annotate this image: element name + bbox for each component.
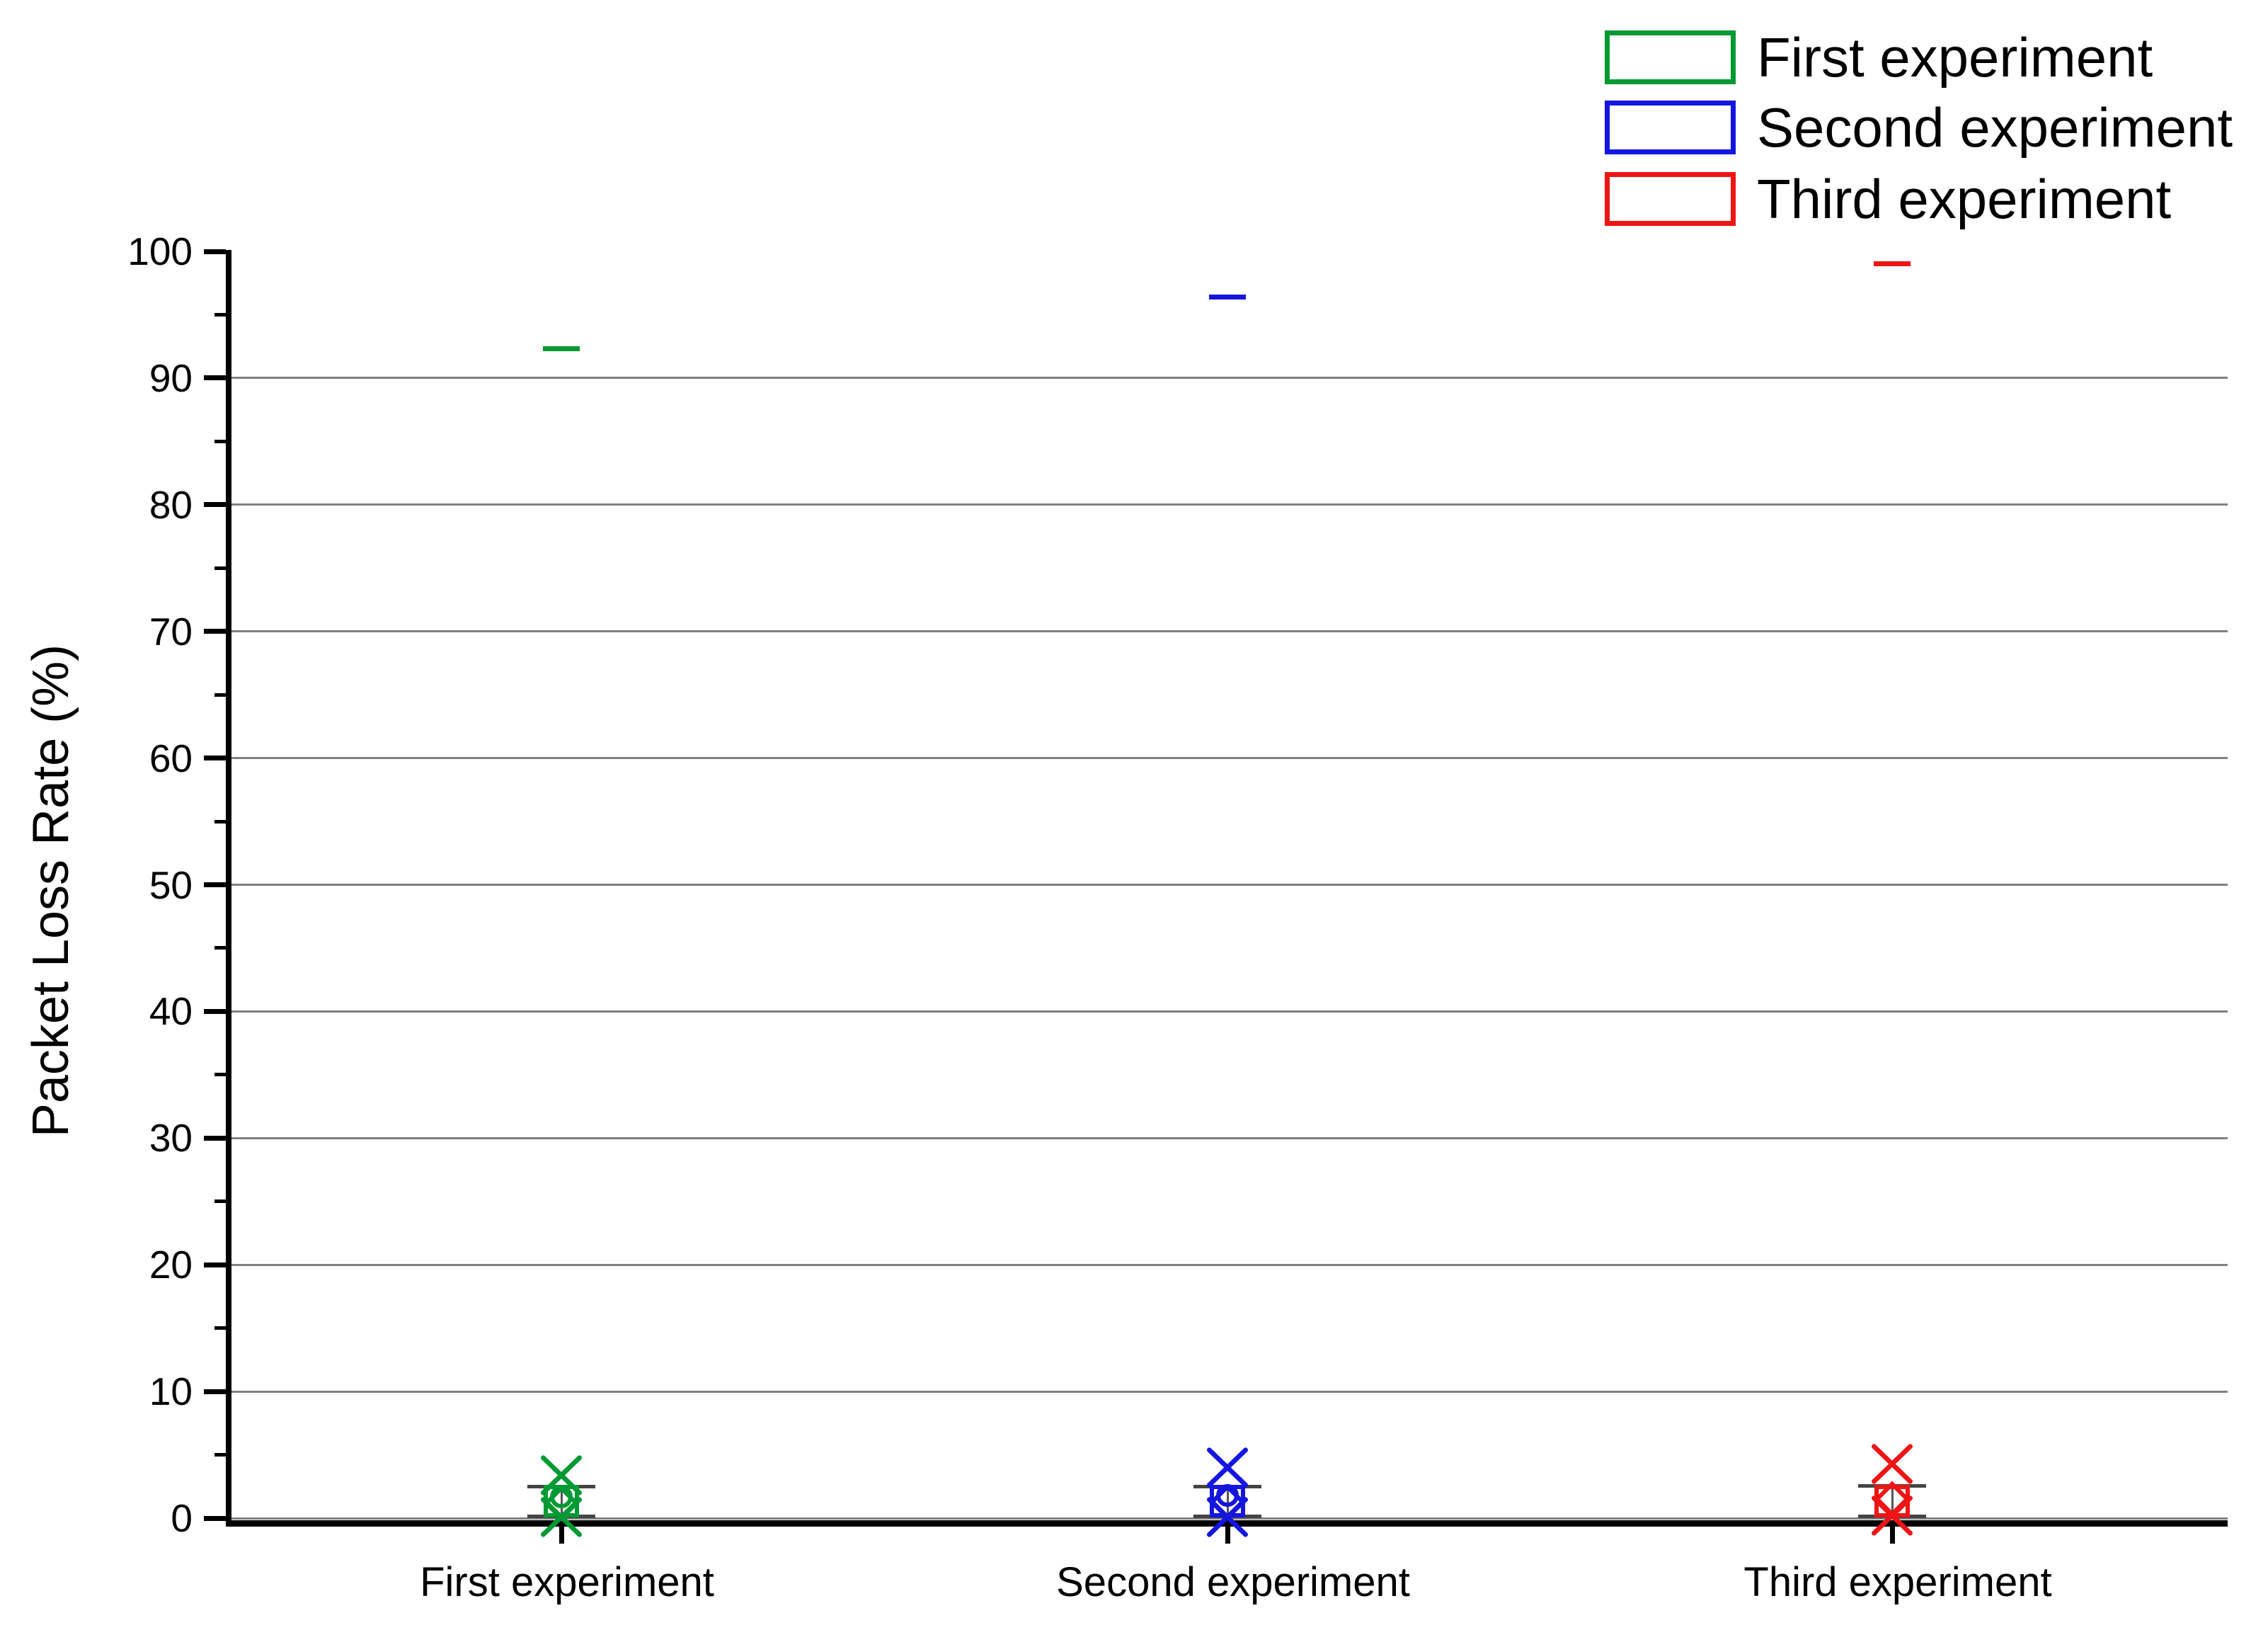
y-major-tick bbox=[204, 1135, 226, 1141]
y-minor-tick bbox=[214, 1073, 226, 1077]
y-minor-tick bbox=[214, 1326, 226, 1330]
y-major-tick bbox=[204, 756, 226, 761]
p1-x-marker bbox=[1205, 1495, 1249, 1538]
y-tick-label: 50 bbox=[149, 862, 193, 907]
y-tick-label: 90 bbox=[149, 355, 193, 400]
x-major-tick bbox=[1225, 1527, 1230, 1544]
y-major-tick bbox=[204, 502, 226, 508]
max-dash-marker bbox=[1209, 294, 1246, 300]
y-tick-label: 0 bbox=[171, 1496, 193, 1540]
max-dash-marker bbox=[1874, 261, 1911, 267]
x-axis-line bbox=[226, 1520, 2228, 1527]
y-major-tick bbox=[204, 629, 226, 634]
y-tick-label: 30 bbox=[149, 1116, 193, 1161]
y-tick-label: 60 bbox=[149, 736, 193, 780]
y-tick-label: 80 bbox=[149, 482, 193, 527]
h-gridline bbox=[231, 377, 2228, 380]
h-gridline bbox=[231, 1263, 2228, 1266]
x-major-tick bbox=[1889, 1527, 1895, 1544]
y-minor-tick bbox=[214, 566, 226, 570]
h-gridline bbox=[231, 757, 2228, 760]
y-major-tick bbox=[204, 1389, 226, 1394]
p99-x-marker bbox=[1870, 1442, 1914, 1485]
x-major-tick bbox=[559, 1527, 564, 1544]
box-iqr bbox=[1874, 1484, 1910, 1518]
y-major-tick bbox=[204, 375, 226, 381]
y-major-tick bbox=[204, 1515, 226, 1521]
y-minor-tick bbox=[214, 439, 226, 443]
y-tick-label: 10 bbox=[149, 1369, 193, 1414]
y-tick-label: 70 bbox=[149, 609, 193, 654]
h-gridline bbox=[231, 1010, 2228, 1013]
y-tick-label: 100 bbox=[127, 229, 193, 273]
y-minor-tick bbox=[214, 693, 226, 697]
x-category-label: First experiment bbox=[420, 1559, 714, 1605]
y-minor-tick bbox=[214, 1453, 226, 1457]
y-minor-tick bbox=[214, 819, 226, 823]
mean-circle-marker bbox=[1216, 1483, 1239, 1507]
p99-x-marker bbox=[1205, 1446, 1249, 1489]
p1-x-marker bbox=[1870, 1494, 1914, 1537]
mean-circle-marker bbox=[550, 1485, 573, 1508]
y-minor-tick bbox=[214, 1199, 226, 1204]
whisker-line bbox=[1891, 1486, 1894, 1517]
p1-x-marker bbox=[539, 1495, 583, 1538]
y-axis-spine bbox=[226, 250, 231, 1527]
y-major-tick bbox=[204, 249, 226, 254]
h-gridline bbox=[231, 1136, 2228, 1139]
h-gridline bbox=[231, 503, 2228, 506]
x-category-label: Second experiment bbox=[1056, 1559, 1410, 1605]
y-tick-label: 20 bbox=[149, 1243, 193, 1287]
y-major-tick bbox=[204, 1262, 226, 1267]
y-major-tick bbox=[204, 882, 226, 887]
x-category-label: Third experiment bbox=[1743, 1559, 2052, 1605]
y-minor-tick bbox=[214, 946, 226, 950]
y-tick-label: 40 bbox=[149, 989, 193, 1034]
h-gridline bbox=[231, 1390, 2228, 1393]
h-gridline bbox=[231, 630, 2228, 633]
h-gridline bbox=[231, 884, 2228, 886]
y-major-tick bbox=[204, 1008, 226, 1014]
max-dash-marker bbox=[543, 346, 580, 352]
y-minor-tick bbox=[214, 312, 226, 317]
